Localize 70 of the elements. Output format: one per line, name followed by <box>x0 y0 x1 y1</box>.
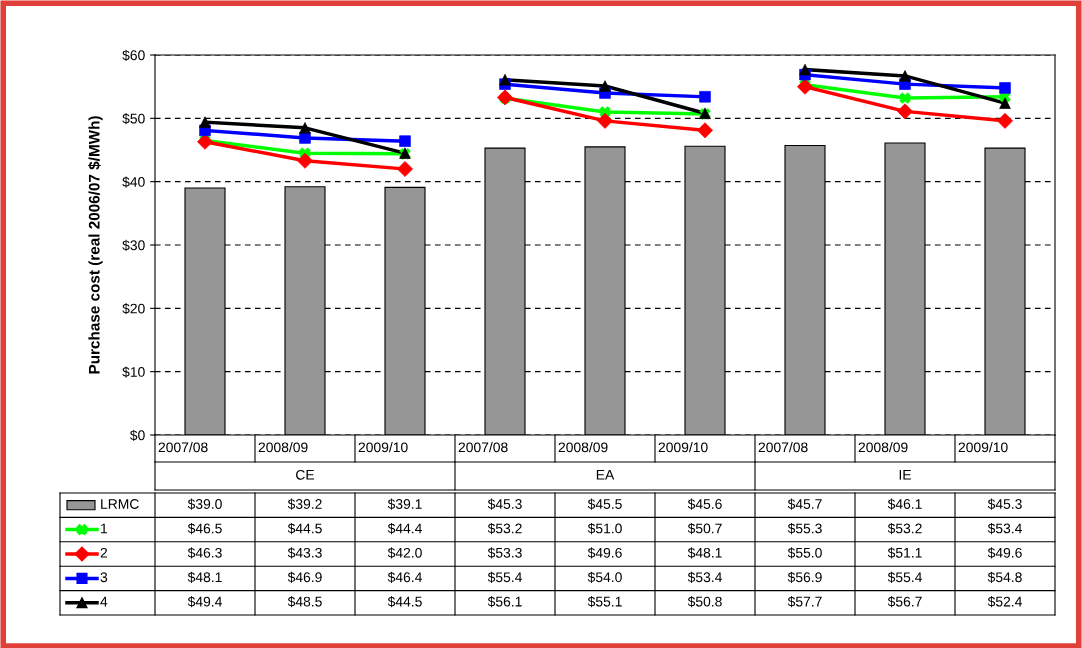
data-label: $53.4 <box>687 571 722 583</box>
data-label: $55.4 <box>887 571 922 583</box>
data-label: $51.0 <box>587 522 622 535</box>
y-tick-label: $10 <box>122 366 145 378</box>
data-label: $45.3 <box>987 498 1022 510</box>
data-label: $44.5 <box>387 596 422 608</box>
x-tick-label: 2008/09 <box>258 442 308 453</box>
data-label: $39.2 <box>287 498 322 510</box>
data-label: $44.4 <box>387 522 422 535</box>
x-tick-label: 2008/09 <box>558 442 608 453</box>
data-label: $56.9 <box>787 571 822 583</box>
data-label: $46.9 <box>287 571 322 583</box>
x-tick-label: 2009/10 <box>958 442 1008 453</box>
data-label: $53.4 <box>987 522 1022 535</box>
text: EA <box>596 470 615 480</box>
data-label: $55.1 <box>587 596 622 608</box>
x-tick-label: 2007/08 <box>158 442 208 453</box>
legend-label: 4 <box>100 596 108 607</box>
y-tick-label: $30 <box>122 239 145 251</box>
x-tick-label: 2009/10 <box>358 442 408 453</box>
data-label: $54.0 <box>587 571 622 583</box>
x-tick-label: 2008/09 <box>858 442 908 453</box>
data-label: $45.7 <box>787 498 822 510</box>
data-label: $54.8 <box>987 571 1022 583</box>
legend-label: 3 <box>100 572 108 583</box>
data-label: $53.3 <box>487 547 522 559</box>
data-label: $46.3 <box>187 547 222 559</box>
y-tick-label: $60 <box>122 49 145 61</box>
data-label: $55.0 <box>787 547 822 559</box>
data-label: $53.2 <box>887 522 922 535</box>
data-label: $44.5 <box>287 522 322 535</box>
data-label: $45.6 <box>687 498 722 510</box>
data-label: $48.1 <box>187 571 222 583</box>
data-label: $53.2 <box>487 522 522 535</box>
data-label: $55.4 <box>487 571 522 583</box>
data-label: $52.4 <box>987 596 1022 608</box>
data-label: $56.7 <box>887 596 922 608</box>
data-label: $46.1 <box>887 498 922 510</box>
x-tick-label: 2007/08 <box>758 442 808 453</box>
y-tick-label: $40 <box>122 176 145 188</box>
y-tick-label: $20 <box>122 303 145 315</box>
text: IE <box>899 470 911 480</box>
data-label: $56.1 <box>487 596 522 608</box>
data-label: $50.8 <box>687 596 722 608</box>
data-label: $39.0 <box>187 498 222 510</box>
data-label: $46.5 <box>187 522 222 535</box>
y-tick-label: $50 <box>122 113 145 125</box>
data-label: $48.5 <box>287 596 322 608</box>
data-label: $51.1 <box>887 547 922 559</box>
legend-label: 1 <box>101 523 108 534</box>
data-label: $45.5 <box>587 498 622 510</box>
data-label: $45.3 <box>487 498 522 510</box>
legend-label: 2 <box>100 547 108 558</box>
data-label: $57.7 <box>787 596 822 608</box>
data-label: $39.1 <box>387 498 422 510</box>
data-label: $50.7 <box>687 522 722 535</box>
data-label: $49.4 <box>187 596 222 608</box>
x-tick-label: 2009/10 <box>658 442 708 453</box>
data-label: $48.1 <box>687 547 722 559</box>
data-label: $46.4 <box>387 571 422 583</box>
data-label: $49.6 <box>587 547 622 559</box>
legend-label: LRMC <box>101 499 139 509</box>
data-label: $43.3 <box>287 547 322 559</box>
y-axis-title: Purchase cost (real 2006/07 $/MWh) <box>88 116 103 374</box>
text: CE <box>296 469 315 480</box>
x-tick-label: 2007/08 <box>458 442 508 453</box>
data-label: $42.0 <box>387 547 422 559</box>
data-label: $49.6 <box>987 547 1022 559</box>
data-label: $55.3 <box>787 522 822 535</box>
y-tick-label: $0 <box>129 429 145 441</box>
